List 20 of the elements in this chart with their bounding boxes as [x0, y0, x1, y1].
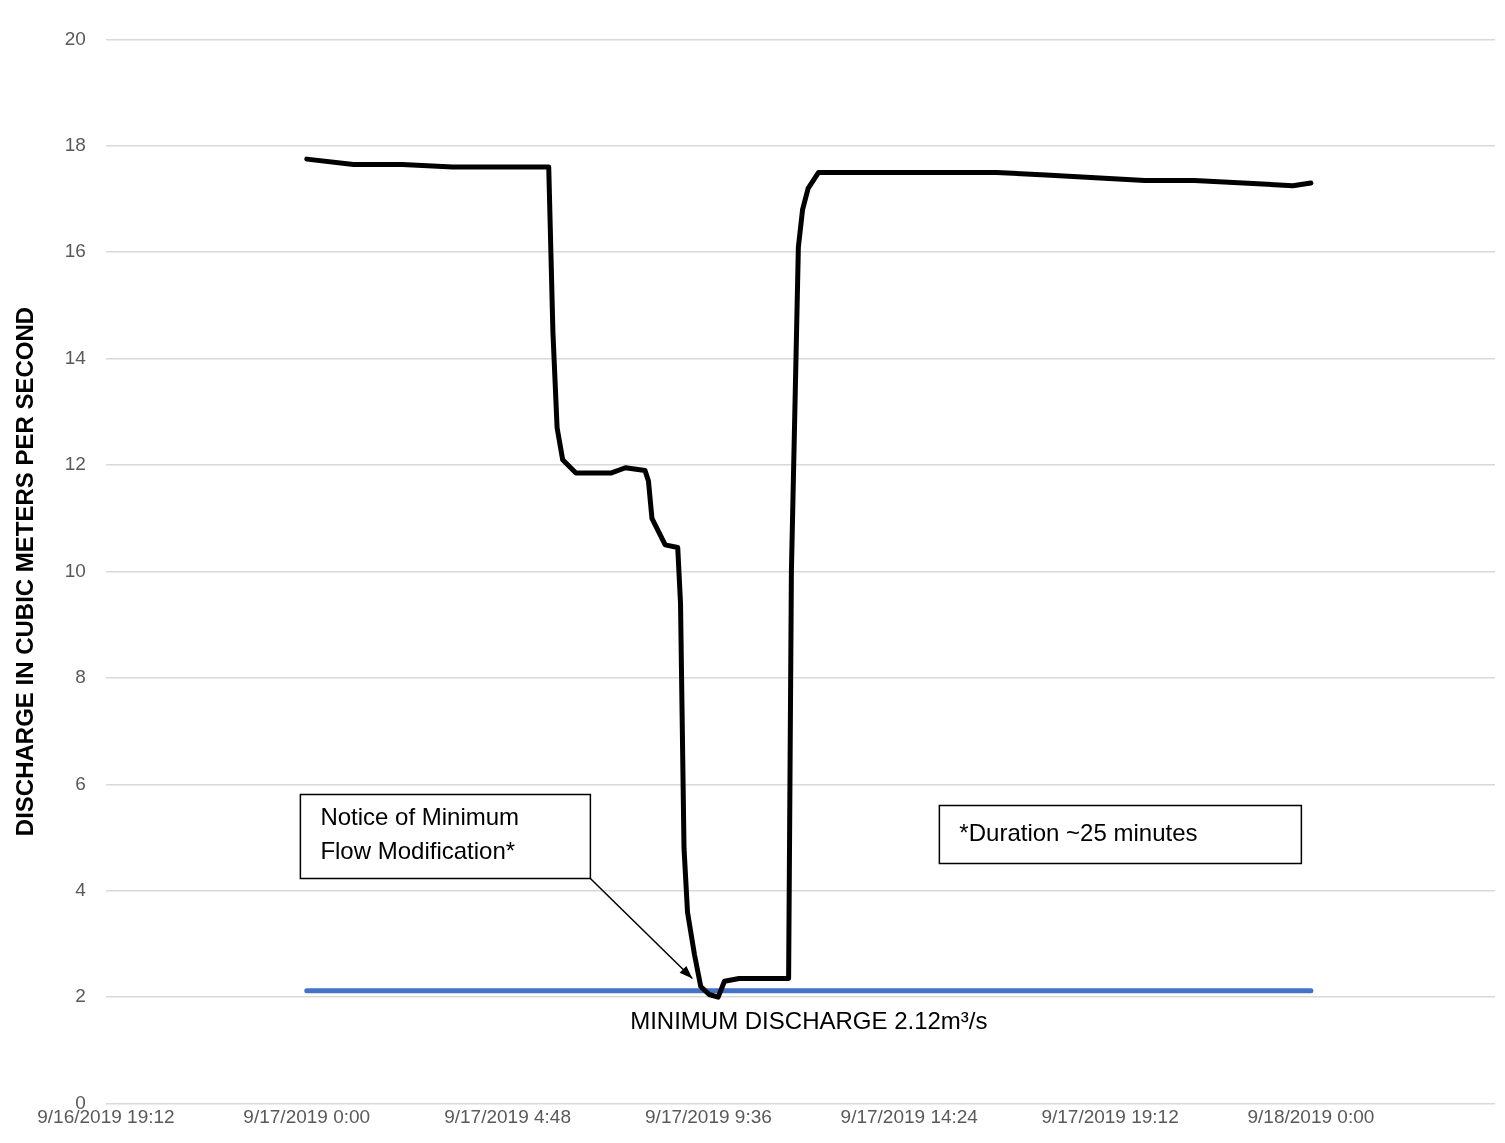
y-tick-label: 6	[75, 772, 86, 794]
x-tick-label: 9/17/2019 19:12	[1041, 1106, 1179, 1128]
x-tick-label: 9/17/2019 4:48	[444, 1106, 571, 1128]
x-tick-label: 9/17/2019 9:36	[645, 1106, 772, 1128]
y-tick-label: 8	[75, 666, 86, 688]
y-axis-title: DISCHARGE IN CUBIC METERS PER SECOND	[11, 306, 39, 837]
x-tick-label: 9/17/2019 0:00	[243, 1106, 371, 1128]
y-tick-label: 16	[64, 240, 86, 262]
y-tick-label: 2	[75, 985, 86, 1007]
annotation: Notice of Minimum Flow Modification*	[320, 803, 520, 865]
y-tick-label: 4	[75, 878, 87, 900]
y-tick-label: 14	[64, 346, 87, 368]
y-tick-label: 20	[64, 27, 86, 49]
y-tick-label: 10	[64, 559, 86, 581]
y-tick-label: 12	[64, 453, 86, 475]
x-tick-label: 9/17/2019 14:24	[840, 1106, 979, 1128]
series-label: MINIMUM DISCHARGE 2.12m³/s	[630, 1007, 988, 1035]
y-tick-label: 18	[64, 134, 86, 156]
x-tick-label: 9/18/2019 0:00	[1247, 1106, 1375, 1128]
annotation: *Duration ~25 minutes	[959, 819, 1198, 847]
